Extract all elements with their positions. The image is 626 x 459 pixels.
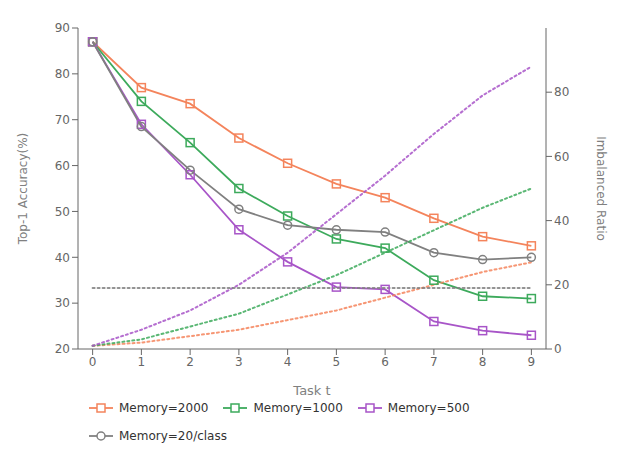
svg-text:5: 5 — [333, 355, 341, 369]
svg-text:Top-1 Accuracy(%): Top-1 Accuracy(%) — [16, 133, 30, 246]
svg-text:3: 3 — [235, 355, 243, 369]
svg-text:2: 2 — [186, 355, 194, 369]
svg-text:30: 30 — [55, 296, 70, 310]
svg-text:6: 6 — [381, 355, 389, 369]
html-text:Memory=20/class: Memory=20/class — [119, 429, 227, 443]
svg-text:9: 9 — [528, 355, 536, 369]
svg-text:20: 20 — [554, 278, 569, 292]
svg-text:0: 0 — [89, 355, 97, 369]
html-text:Memory=2000: Memory=2000 — [119, 401, 209, 415]
svg-text:60: 60 — [55, 159, 70, 173]
svg-text:Task t: Task t — [292, 383, 330, 398]
svg-text:40: 40 — [55, 251, 70, 265]
svg-text:1: 1 — [138, 355, 146, 369]
svg-text:70: 70 — [55, 113, 70, 127]
svg-text:4: 4 — [284, 355, 292, 369]
svg-text:7: 7 — [430, 355, 438, 369]
svg-text:50: 50 — [55, 205, 70, 219]
svg-text:60: 60 — [554, 150, 569, 164]
svg-text:20: 20 — [55, 342, 70, 356]
svg-text:0: 0 — [554, 342, 562, 356]
svg-text:40: 40 — [554, 214, 569, 228]
svg-text:80: 80 — [554, 85, 569, 99]
svg-text:90: 90 — [55, 21, 70, 35]
svg-text:8: 8 — [479, 355, 487, 369]
html-text:Memory=500: Memory=500 — [387, 401, 470, 415]
svg-text:Imbalanced Ratio: Imbalanced Ratio — [594, 136, 608, 241]
svg-text:80: 80 — [55, 67, 70, 81]
html-text:Memory=1000: Memory=1000 — [253, 401, 343, 415]
